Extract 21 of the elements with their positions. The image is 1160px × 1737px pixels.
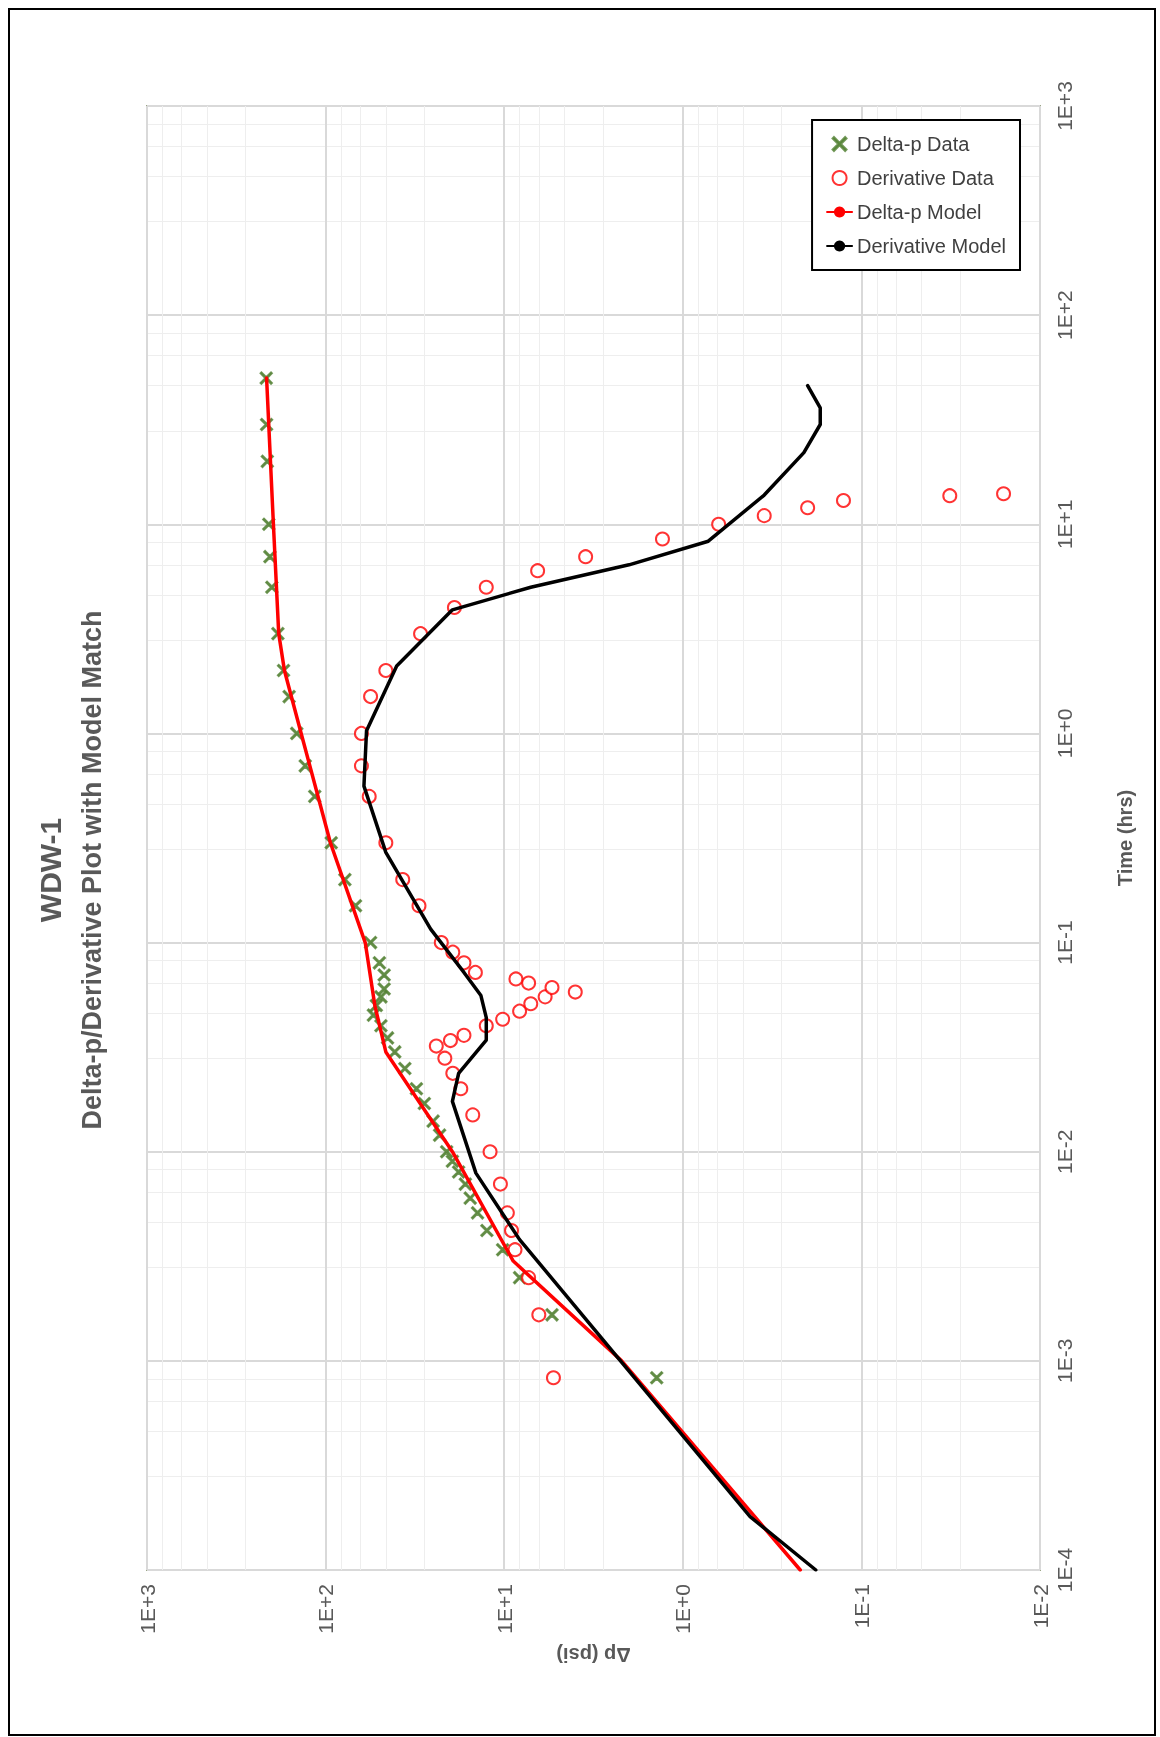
y-tick-label: 1E+3 [1053, 81, 1076, 131]
legend-label: Derivative Data [857, 167, 995, 189]
x-tick-label: 1E+1 [492, 1584, 516, 1634]
text: WDW-1 [33, 817, 67, 923]
y-tick-label: 1E-4 [1053, 1547, 1076, 1593]
legend-label: Delta-p Data [857, 133, 971, 155]
x-axis-title: Δp (psi) [556, 1644, 631, 1666]
y-tick-label: 1E-3 [1053, 1338, 1076, 1384]
x-tick-label: 1E+2 [314, 1584, 338, 1634]
y-tick-label: 1E+1 [1053, 499, 1076, 550]
legend-label: Delta-p Model [857, 201, 982, 223]
y-tick-label: 1E-1 [1053, 920, 1076, 965]
y-axis-title: Time (hrs) [1114, 789, 1136, 887]
y-tick-label: 1E-2 [1053, 1129, 1076, 1174]
y-tick-label: 1E+0 [1053, 708, 1076, 759]
x-tick-label: 1E+3 [135, 1584, 159, 1634]
text: Delta-p/Derivative Plot with Model Match [77, 610, 107, 1130]
x-tick-label: 1E-1 [849, 1584, 873, 1629]
y-tick-label: 1E+2 [1053, 290, 1076, 340]
legend-label: Derivative Model [857, 235, 1007, 257]
x-tick-label: 1E+0 [671, 1584, 695, 1634]
